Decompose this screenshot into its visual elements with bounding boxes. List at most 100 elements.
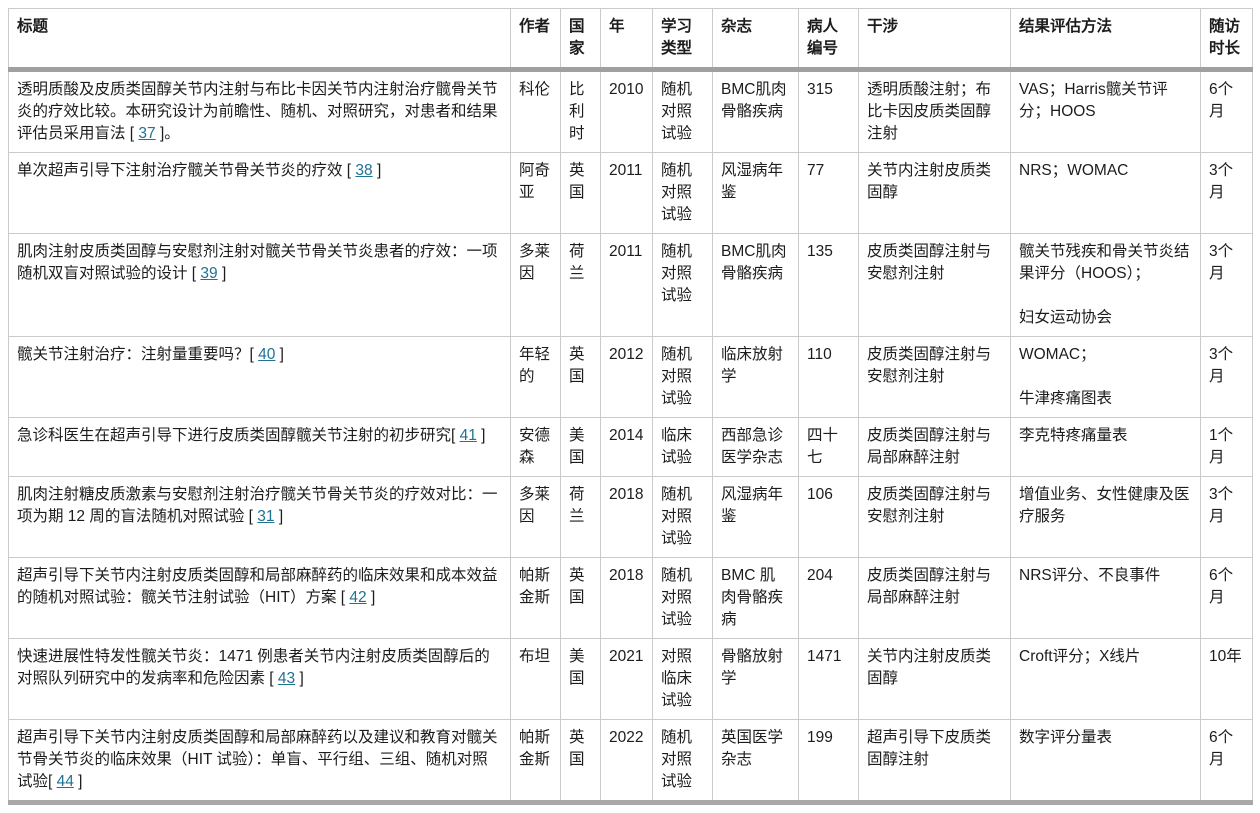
reference-link-42[interactable]: 42 xyxy=(349,589,367,606)
cell-patients: 110 xyxy=(798,336,859,418)
cell-outcome: NRS；WOMAC xyxy=(1010,152,1201,234)
header-row: 标题 作者 国家 年 学习类型 杂志 病人编号 干涉 结果评估方法 随访时长 xyxy=(8,8,1253,72)
reference-link-37[interactable]: 37 xyxy=(138,125,156,142)
cell-follow-up: 3个月 xyxy=(1200,476,1253,558)
cell-follow-up: 6个月 xyxy=(1200,719,1253,803)
outcome-text: WOMAC； xyxy=(1019,346,1096,363)
cell-country: 荷兰 xyxy=(560,233,601,337)
title-text-after: ] xyxy=(295,670,304,687)
cell-journal: BMC 肌肉骨骼疾病 xyxy=(712,557,799,639)
outcome-text: 数字评分量表 xyxy=(1019,729,1113,746)
cell-outcome: 增值业务、女性健康及医疗服务 xyxy=(1010,476,1201,558)
cell-outcome: 数字评分量表 xyxy=(1010,719,1201,803)
cell-journal: 西部急诊医学杂志 xyxy=(712,417,799,477)
cell-author: 多莱因 xyxy=(510,476,561,558)
cell-country: 荷兰 xyxy=(560,476,601,558)
cell-author: 帕斯金斯 xyxy=(510,719,561,803)
title-text: 透明质酸及皮质类固醇关节内注射与布比卡因关节内注射治疗髋骨关节炎的疗效比较。本研… xyxy=(17,81,498,142)
cell-patients: 1471 xyxy=(798,638,859,720)
cell-journal: 风湿病年鉴 xyxy=(712,152,799,234)
cell-patients: 77 xyxy=(798,152,859,234)
title-text-after: ] xyxy=(275,346,284,363)
reference-link-41[interactable]: 41 xyxy=(459,427,477,444)
cell-intervention: 皮质类固醇注射与安慰剂注射 xyxy=(858,233,1011,337)
reference-link-43[interactable]: 43 xyxy=(277,670,296,687)
cell-outcome: 髋关节残疾和骨关节炎结果评分（HOOS）； 妇女运动协会 xyxy=(1010,233,1201,337)
cell-journal: 骨骼放射学 xyxy=(712,638,799,720)
table-row: 单次超声引导下注射治疗髋关节骨关节炎的疗效 [ 38 ] 阿奇亚 英国 2011… xyxy=(8,152,1253,234)
cell-year: 2012 xyxy=(600,336,653,418)
title-text: 超声引导下关节内注射皮质类固醇和局部麻醉药的临床效果和成本效益的随机对照试验：髋… xyxy=(17,567,498,606)
reference-link-44[interactable]: 44 xyxy=(56,773,74,790)
outcome-text: NRS；WOMAC xyxy=(1019,162,1129,179)
col-header-author: 作者 xyxy=(510,8,561,72)
cell-intervention: 超声引导下皮质类固醇注射 xyxy=(858,719,1011,803)
col-header-intervention: 干涉 xyxy=(858,8,1011,72)
reference-link-40[interactable]: 40 xyxy=(258,346,276,363)
reference-link-38[interactable]: 38 xyxy=(355,162,373,179)
table-row: 超声引导下关节内注射皮质类固醇和局部麻醉药的临床效果和成本效益的随机对照试验：髋… xyxy=(8,557,1253,639)
cell-year: 2018 xyxy=(600,557,653,639)
cell-outcome: 李克特疼痛量表 xyxy=(1010,417,1201,477)
cell-country: 美国 xyxy=(560,417,601,477)
cell-follow-up: 3个月 xyxy=(1200,336,1253,418)
cell-intervention: 关节内注射皮质类固醇 xyxy=(858,638,1011,720)
outcome-text: NRS评分、不良事件 xyxy=(1019,567,1161,584)
cell-title: 急诊科医生在超声引导下进行皮质类固醇髋关节注射的初步研究[ 41 ] xyxy=(8,417,511,477)
title-text-after: ] xyxy=(476,427,486,444)
cell-year: 2022 xyxy=(600,719,653,803)
title-text: 单次超声引导下注射治疗髋关节骨关节炎的疗效 [ xyxy=(17,162,356,179)
title-text: 髋关节注射治疗：注射量重要吗？[ xyxy=(17,346,259,363)
cell-author: 安德森 xyxy=(510,417,561,477)
col-header-journal: 杂志 xyxy=(712,8,799,72)
table-row: 透明质酸及皮质类固醇关节内注射与布比卡因关节内注射治疗髋骨关节炎的疗效比较。本研… xyxy=(9,69,1253,153)
reference-link-39[interactable]: 39 xyxy=(200,265,218,282)
cell-title: 超声引导下关节内注射皮质类固醇和局部麻醉药的临床效果和成本效益的随机对照试验：髋… xyxy=(8,557,511,639)
outcome-text-2: 牛津疼痛图表 xyxy=(1019,390,1113,407)
cell-follow-up: 3个月 xyxy=(1200,152,1253,234)
cell-patients: 135 xyxy=(798,233,859,337)
cell-study-type: 随机对照试验 xyxy=(652,336,713,418)
outcome-text: 髋关节残疾和骨关节炎结果评分（HOOS）； xyxy=(1019,243,1190,282)
cell-intervention: 皮质类固醇注射与安慰剂注射 xyxy=(858,476,1011,558)
cell-title: 髋关节注射治疗：注射量重要吗？[ 40 ] xyxy=(8,336,511,418)
outcome-text: 增值业务、女性健康及医疗服务 xyxy=(1019,486,1190,525)
reference-link-31[interactable]: 31 xyxy=(257,508,275,525)
cell-patients: 315 xyxy=(798,69,859,153)
col-header-follow-up: 随访时长 xyxy=(1200,8,1253,72)
table-body: 透明质酸及皮质类固醇关节内注射与布比卡因关节内注射治疗髋骨关节炎的疗效比较。本研… xyxy=(8,69,1253,803)
cell-intervention: 透明质酸注射；布比卡因皮质类固醇注射 xyxy=(858,69,1011,153)
cell-patients: 199 xyxy=(798,719,859,803)
table-row: 急诊科医生在超声引导下进行皮质类固醇髋关节注射的初步研究[ 41 ] 安德森 美… xyxy=(8,417,1253,477)
cell-year: 2018 xyxy=(600,476,653,558)
table-row: 肌肉注射糖皮质激素与安慰剂注射治疗髋关节骨关节炎的疗效对比：一项为期 12 周的… xyxy=(8,476,1253,558)
cell-patients: 四十七 xyxy=(798,417,859,477)
outcome-text: Croft评分；X线片 xyxy=(1019,648,1141,665)
cell-follow-up: 10年 xyxy=(1200,638,1253,720)
cell-patients: 204 xyxy=(798,557,859,639)
cell-outcome: WOMAC； 牛津疼痛图表 xyxy=(1010,336,1201,418)
cell-country: 美国 xyxy=(560,638,601,720)
cell-country: 比利时 xyxy=(560,69,601,153)
table-row: 超声引导下关节内注射皮质类固醇和局部麻醉药以及建议和教育对髋关节骨关节炎的临床效… xyxy=(8,719,1253,803)
cell-title: 透明质酸及皮质类固醇关节内注射与布比卡因关节内注射治疗髋骨关节炎的疗效比较。本研… xyxy=(9,70,511,153)
title-text: 快速进展性特发性髋关节炎：1471 例患者关节内注射皮质类固醇后的对照队列研究中… xyxy=(17,648,490,687)
cell-follow-up: 1个月 xyxy=(1200,417,1253,477)
cell-year: 2010 xyxy=(600,69,653,153)
cell-study-type: 对照临床试验 xyxy=(652,638,713,720)
col-header-patients: 病人编号 xyxy=(798,8,859,72)
title-text-after: ] xyxy=(274,508,284,525)
col-header-outcome: 结果评估方法 xyxy=(1010,8,1201,72)
cell-study-type: 临床试验 xyxy=(652,417,713,477)
cell-year: 2011 xyxy=(600,233,653,337)
cell-year: 2011 xyxy=(600,152,653,234)
title-text: 超声引导下关节内注射皮质类固醇和局部麻醉药以及建议和教育对髋关节骨关节炎的临床效… xyxy=(17,729,498,790)
title-text: 急诊科医生在超声引导下进行皮质类固醇髋关节注射的初步研究[ xyxy=(17,427,460,444)
cell-study-type: 随机对照试验 xyxy=(652,476,713,558)
title-text: 肌肉注射皮质类固醇与安慰剂注射对髋关节骨关节炎患者的疗效：一项随机双盲对照试验的… xyxy=(17,243,498,282)
cell-title: 单次超声引导下注射治疗髋关节骨关节炎的疗效 [ 38 ] xyxy=(8,152,511,234)
cell-intervention: 皮质类固醇注射与安慰剂注射 xyxy=(858,336,1011,418)
cell-journal: 英国医学杂志 xyxy=(712,719,799,803)
cell-study-type: 随机对照试验 xyxy=(652,69,713,153)
